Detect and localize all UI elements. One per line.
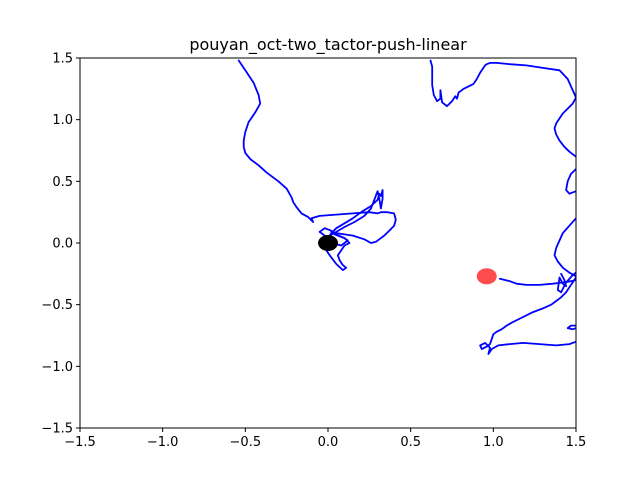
x-tick-label: 0.5 [400, 435, 421, 450]
trajectory-line-0 [237, 59, 397, 247]
trajectory-line-2 [327, 189, 384, 239]
trajectory-line-3 [429, 59, 576, 158]
chart-title: pouyan_oct-two_tactor-push-linear [189, 35, 467, 55]
y-tick-label: −1.0 [41, 360, 73, 375]
y-tick-label: −0.5 [41, 298, 73, 313]
x-axis: −1.5 −1.0 −0.5 0.0 0.5 1.0 1.5 [64, 428, 586, 450]
trajectory-line-7 [499, 277, 576, 286]
origin-marker [318, 235, 338, 251]
x-tick-label: 1.5 [566, 435, 587, 450]
y-tick-label: 1.0 [52, 113, 73, 128]
y-tick-label: −1.5 [41, 422, 73, 437]
trajectory-traces [237, 59, 576, 355]
x-tick-label: −1.5 [64, 435, 96, 450]
y-tick-label: 0.0 [52, 237, 73, 252]
markers [318, 235, 497, 285]
trajectory-line-4 [565, 168, 576, 195]
x-tick-label: 1.0 [483, 435, 504, 450]
trajectory-line-9 [566, 324, 576, 331]
trajectory-line-8 [479, 276, 576, 355]
x-tick-label: −1.0 [147, 435, 179, 450]
x-tick-label: −0.5 [230, 435, 262, 450]
x-tick-label: 0.0 [318, 435, 339, 450]
y-tick-label: 1.5 [52, 52, 73, 67]
y-tick-label: 0.5 [52, 175, 73, 190]
target-marker [476, 268, 497, 285]
trajectory-line-5 [553, 217, 576, 278]
y-axis: −1.5 −1.0 −0.5 0.0 0.5 1.0 1.5 [41, 52, 80, 437]
